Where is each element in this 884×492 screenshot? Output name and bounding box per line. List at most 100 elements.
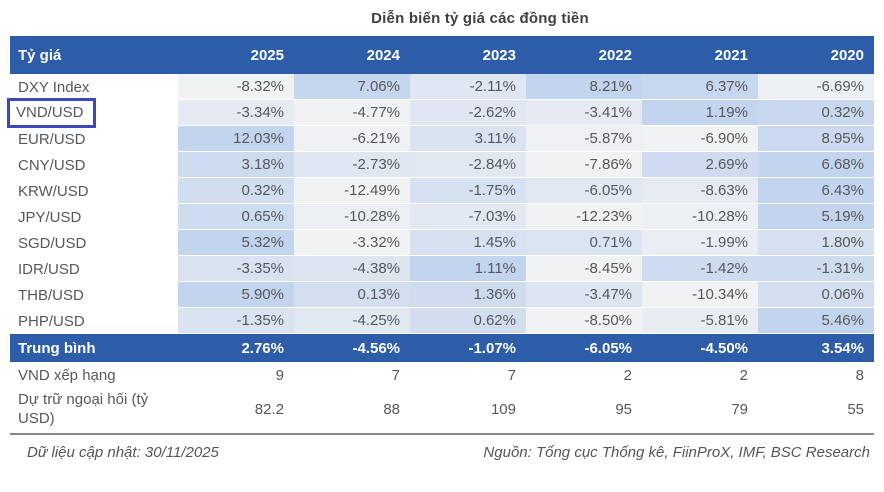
rate-cell: 0.32% [178,178,294,204]
rate-cell: -8.63% [642,178,758,204]
rank-label: VND xếp hạng [18,366,116,384]
rate-cell: 5.32% [178,230,294,256]
year-header-cell: 2024 [366,46,400,64]
rank-row: VND xếp hạng 9 7 7 2 2 8 [10,362,874,388]
rate-cell: -1.99% [642,230,758,256]
rate-cell: 0.32% [758,100,874,126]
currency-row: JPY/USD 0.65% -10.28% -7.03% -12.23% -10.28% 5… [10,204,874,230]
currency-label: THB/USD [18,286,84,304]
currency-label: DXY Index [18,78,90,96]
currency-label: CNY/USD [18,156,86,174]
rate-cell: 6.43% [758,178,874,204]
fx-rate-table: Tỷ giá 2025 2024 2023 2022 2021 2020 DXY Inde… [7,36,874,430]
currency-label: EUR/USD [18,130,86,148]
rate-cell: -4.77% [294,100,410,126]
rate-cell: -2.62% [410,100,526,126]
rate-cell: -3.47% [526,282,642,308]
currency-label: KRW/USD [18,182,89,200]
summary-cell: -4.56% [352,339,400,357]
rate-cell: -8.50% [526,308,642,334]
rate-cell: -1.75% [410,178,526,204]
rate-cell: -1.35% [178,308,294,334]
rate-cell: 6.68% [758,152,874,178]
table-body: DXY Index -8.32% 7.06% -2.11% 8.21% 6.37% -6.6… [7,74,874,430]
rate-cell: 5.19% [758,204,874,230]
reserves-cell: 88 [383,400,400,418]
source-note: Nguồn: Tổng cục Thống kê, FiinProX, IMF,… [483,444,870,461]
currency-row: SGD/USD 5.32% -3.32% 1.45% 0.71% -1.99% 1.80% [10,230,874,256]
highlight-box: VND/USD [7,98,96,128]
rate-cell: 1.80% [758,230,874,256]
currency-row: VND/USD -3.34% -4.77% -2.62% -3.41% 1.19% 0.32… [7,98,874,128]
reserves-cell: 82.2 [254,400,284,418]
rate-cell: 0.13% [294,282,410,308]
rank-cell: 7 [391,366,400,384]
summary-cell: 3.54% [821,339,864,357]
table-footer: Dữ liệu cập nhật: 30/11/2025 Nguồn: Tổng… [27,444,870,461]
table-header-row: Tỷ giá 2025 2024 2023 2022 2021 2020 [10,36,874,74]
rate-cell: -3.35% [178,256,294,282]
rate-cell: -2.84% [410,152,526,178]
rate-cell: -2.73% [294,152,410,178]
rate-cell: -6.90% [642,126,758,152]
reserves-row: Dự trữ ngoại hối (tỷ USD) 82.2 88 109 95 79 55 [10,388,874,430]
rate-cell: 2.69% [642,152,758,178]
currency-row: EUR/USD 12.03% -6.21% 3.11% -5.87% -6.90% 8.95… [10,126,874,152]
currency-label: IDR/USD [18,260,80,278]
year-header-cell: 2022 [598,46,632,64]
rate-cell: 0.71% [526,230,642,256]
rate-cell: 0.65% [178,204,294,230]
currency-row: CNY/USD 3.18% -2.73% -2.84% -7.86% 2.69% 6.68% [10,152,874,178]
rate-cell: -3.41% [526,100,642,126]
rate-cell: -6.69% [758,74,874,100]
rate-cell: -6.21% [294,126,410,152]
rank-cell: 2 [623,366,632,384]
rate-cell: 3.18% [178,152,294,178]
rate-cell: -1.31% [758,256,874,282]
summary-label: Trung bình [18,339,96,357]
currency-row: PHP/USD -1.35% -4.25% 0.62% -8.50% -5.81% 5.46… [10,308,874,334]
currency-row: THB/USD 5.90% 0.13% 1.36% -3.47% -10.34% 0.06% [10,282,874,308]
rate-cell: -2.11% [410,74,526,100]
currency-label: VND/USD [7,98,178,128]
summary-cell: -1.07% [468,339,516,357]
rate-cell: -10.28% [294,204,410,230]
rate-cell: 1.45% [410,230,526,256]
currency-row: DXY Index -8.32% 7.06% -2.11% 8.21% 6.37% -6.6… [10,74,874,100]
rate-cell: -12.23% [526,204,642,230]
rate-cell: -10.34% [642,282,758,308]
reserves-label: Dự trữ ngoại hối (tỷ USD) [18,391,149,427]
year-header-cell: 2021 [714,46,748,64]
rate-cell: -3.32% [294,230,410,256]
rate-cell: 1.19% [642,100,758,126]
rate-cell: 12.03% [178,126,294,152]
rate-cell: -8.32% [178,74,294,100]
page-title: Diễn biến tỷ giá các đồng tiền [371,10,589,27]
year-header-cell: 2025 [250,46,284,64]
rate-cell: -7.03% [410,204,526,230]
reserves-cell: 95 [615,400,632,418]
rate-cell: -7.86% [526,152,642,178]
year-header-cell: 2023 [482,46,516,64]
rate-cell: -4.25% [294,308,410,334]
column-header-label: Tỷ giá [18,46,62,64]
currency-label: JPY/USD [18,208,82,226]
summary-row: Trung bình 2.76% -4.56% -1.07% -6.05% -4.50% 3… [10,334,874,362]
rate-cell: -5.81% [642,308,758,334]
rate-cell: 1.36% [410,282,526,308]
rate-cell: 0.62% [410,308,526,334]
rank-cell: 7 [507,366,516,384]
currency-label: PHP/USD [18,312,85,330]
data-updated-note: Dữ liệu cập nhật: 30/11/2025 [27,444,219,461]
currency-label: SGD/USD [18,234,87,252]
rank-cell: 8 [855,366,864,384]
rate-cell: -5.87% [526,126,642,152]
rate-cell: -3.34% [178,100,294,126]
summary-cell: -4.50% [700,339,748,357]
rank-cell: 9 [275,366,284,384]
rate-cell: -8.45% [526,256,642,282]
reserves-cell: 79 [731,400,748,418]
rate-cell: 3.11% [410,126,526,152]
table-bottom-divider [10,433,874,435]
